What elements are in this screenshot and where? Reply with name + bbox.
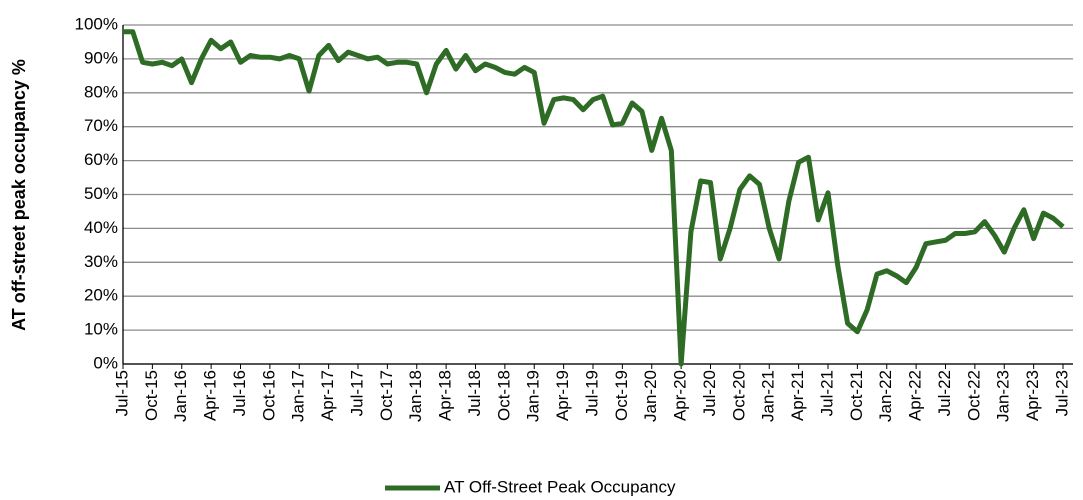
y-tick-label: 0%	[93, 353, 118, 372]
x-tick-label: Jan-20	[641, 370, 660, 422]
x-tick-label: Apr-21	[788, 370, 807, 421]
x-tick-label: Jul-21	[817, 370, 836, 416]
x-tick-label: Jan-18	[406, 370, 425, 422]
x-tick-label: Oct-22	[964, 370, 983, 421]
x-tick-label: Oct-19	[612, 370, 631, 421]
x-tick-label: Oct-16	[259, 370, 278, 421]
x-tick-label: Jul-19	[582, 370, 601, 416]
x-tick-label: Apr-23	[1023, 370, 1042, 421]
x-tick-label: Jan-17	[289, 370, 308, 422]
x-tick-label: Oct-20	[729, 370, 748, 421]
y-axis-title: AT off-street peak occupancy %	[9, 59, 29, 331]
x-tick-label: Jan-23	[994, 370, 1013, 422]
y-tick-label: 40%	[84, 218, 118, 237]
x-tick-label: Jul-15	[112, 370, 131, 416]
x-tick-label: Oct-15	[142, 370, 161, 421]
legend-label: AT Off-Street Peak Occupancy	[444, 477, 676, 496]
y-tick-label: 100%	[75, 14, 118, 33]
y-tick-label: 80%	[84, 82, 118, 101]
x-tick-label: Jul-17	[347, 370, 366, 416]
y-tick-label: 90%	[84, 48, 118, 67]
x-tick-label: Jan-21	[759, 370, 778, 422]
x-tick-label: Apr-20	[671, 370, 690, 421]
x-tick-label: Apr-18	[436, 370, 455, 421]
x-tick-label: Jul-22	[935, 370, 954, 416]
y-tick-label: 30%	[84, 252, 118, 271]
x-tick-label: Apr-16	[201, 370, 220, 421]
x-tick-label: Jul-18	[465, 370, 484, 416]
x-tick-label: Jan-19	[524, 370, 543, 422]
y-tick-label: 60%	[84, 150, 118, 169]
y-tick-label: 10%	[84, 320, 118, 339]
x-tick-label: Jul-23	[1052, 370, 1071, 416]
x-tick-label: Jan-16	[171, 370, 190, 422]
x-tick-label: Oct-17	[377, 370, 396, 421]
x-tick-label: Jan-22	[876, 370, 895, 422]
y-tick-label: 70%	[84, 116, 118, 135]
x-tick-label: Oct-18	[494, 370, 513, 421]
y-tick-label: 50%	[84, 184, 118, 203]
x-tick-label: Apr-19	[553, 370, 572, 421]
x-tick-label: Apr-22	[906, 370, 925, 421]
x-tick-label: Oct-21	[847, 370, 866, 421]
x-tick-label: Jul-16	[230, 370, 249, 416]
x-tick-label: Apr-17	[318, 370, 337, 421]
x-tick-label: Jul-20	[700, 370, 719, 416]
y-tick-label: 20%	[84, 286, 118, 305]
line-series	[123, 29, 1065, 367]
